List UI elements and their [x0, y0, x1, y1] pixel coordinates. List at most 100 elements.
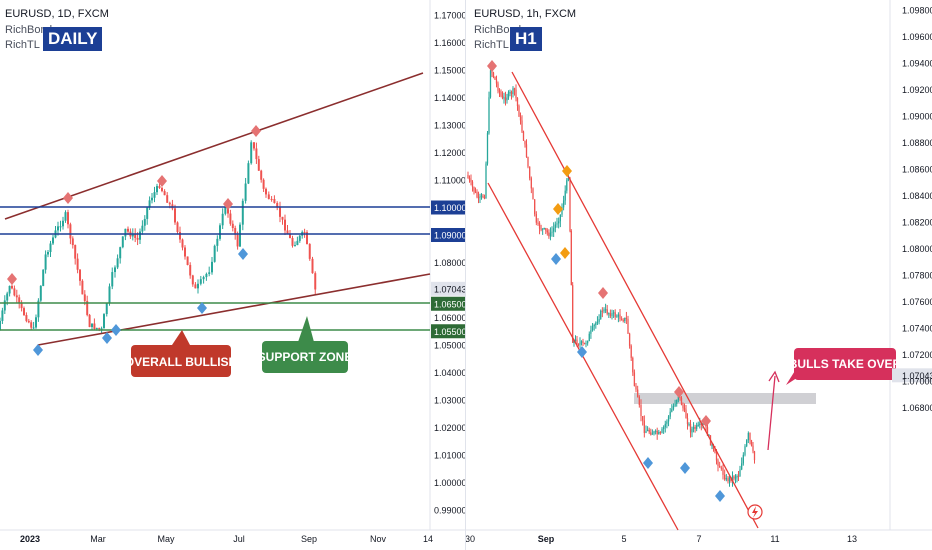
- candle: [746, 440, 748, 447]
- candle: [197, 283, 199, 289]
- candle: [276, 203, 279, 208]
- price-tick-label: 1.14000: [434, 93, 466, 103]
- candle: [527, 156, 529, 167]
- candle: [76, 258, 79, 270]
- candle: [501, 95, 504, 99]
- candle: [570, 231, 572, 286]
- candle: [717, 460, 719, 467]
- candle: [121, 236, 124, 248]
- daily-chart-svg[interactable]: OVERALL BULLISH SUPPORT ZONE 1.17000 1.16…: [0, 0, 466, 550]
- candle: [13, 288, 16, 296]
- candle: [579, 342, 581, 345]
- candle: [576, 339, 578, 345]
- candle: [627, 319, 629, 334]
- price-tick-label: 1.08200: [902, 218, 932, 228]
- candle: [86, 300, 89, 315]
- h1-chart-svg[interactable]: BULLS TAKE OVER 1.098001.096001.094001.0…: [466, 0, 932, 550]
- candle: [30, 322, 33, 328]
- candle: [540, 228, 542, 230]
- candle: [303, 231, 306, 233]
- candle: [530, 178, 532, 189]
- candle: [224, 206, 227, 214]
- candle: [630, 345, 632, 358]
- candle: [580, 341, 583, 343]
- h1-chart-panel[interactable]: BULLS TAKE OVER 1.09800 1.09600 1.09400 1.0…: [466, 0, 932, 550]
- candle: [281, 216, 284, 220]
- candle: [208, 272, 211, 274]
- candle: [273, 199, 276, 204]
- candle: [184, 247, 186, 257]
- candle: [236, 234, 239, 247]
- candle: [174, 208, 176, 223]
- candle: [744, 446, 746, 455]
- candle: [686, 418, 689, 425]
- candle: [659, 432, 662, 434]
- candle: [545, 228, 547, 231]
- candle: [683, 408, 686, 410]
- candle: [262, 179, 265, 189]
- support-zone-pointer: [298, 316, 314, 342]
- candle: [688, 423, 690, 425]
- signal-diamond: [157, 175, 167, 187]
- price-tick-label: 1.13000: [434, 121, 466, 131]
- candle: [553, 228, 555, 232]
- price-tick-label: 1.10000: [434, 203, 466, 213]
- daily-candles: [0, 140, 317, 334]
- daily-price-axis: 1.17000 1.16000 1.15000 1.14000 1.13000 1.120…: [431, 11, 466, 516]
- overall-bullish-label: OVERALL BULLISH: [125, 355, 237, 369]
- candle: [583, 342, 586, 344]
- candle: [585, 343, 587, 345]
- candle: [606, 309, 608, 314]
- candle: [486, 133, 489, 164]
- candle: [158, 186, 161, 188]
- candle: [161, 187, 163, 192]
- candle: [595, 322, 597, 325]
- candle: [314, 273, 317, 290]
- candle: [588, 333, 590, 342]
- candle: [669, 411, 671, 417]
- candle: [139, 231, 141, 240]
- candle: [294, 245, 296, 247]
- candle: [593, 324, 595, 327]
- signal-diamond: [223, 198, 233, 210]
- candle: [596, 321, 599, 323]
- candle: [211, 261, 213, 273]
- signal-diamond: [551, 253, 561, 265]
- time-tick-label: Jul: [233, 534, 245, 544]
- candle: [20, 302, 23, 309]
- candle: [37, 300, 40, 318]
- candle: [497, 83, 499, 91]
- time-tick-label: May: [157, 534, 175, 544]
- price-tick-label: 1.06800: [902, 403, 932, 413]
- candle: [546, 230, 548, 233]
- time-tick-label: 13: [847, 534, 857, 544]
- candle: [79, 269, 81, 281]
- price-tick-label: 0.99000: [434, 506, 466, 516]
- signal-diamond: [701, 415, 711, 427]
- candle: [677, 396, 680, 401]
- signal-diamond: [680, 462, 690, 474]
- candle: [143, 218, 146, 226]
- support-zone-label: SUPPORT ZONE: [258, 350, 353, 364]
- candle: [646, 429, 649, 431]
- candle: [752, 445, 754, 452]
- candle: [582, 341, 584, 343]
- candle: [697, 424, 699, 426]
- candle: [163, 191, 166, 196]
- candle: [498, 90, 501, 92]
- price-tick-label: 1.12000: [434, 148, 466, 158]
- candle: [600, 310, 602, 320]
- candle: [742, 454, 744, 464]
- daily-chart-panel[interactable]: OVERALL BULLISH SUPPORT ZONE 1.17000 1.16…: [0, 0, 466, 550]
- candle: [146, 207, 149, 219]
- price-badge: [892, 368, 932, 383]
- candle: [270, 198, 273, 200]
- time-tick-label: Sep: [538, 534, 555, 544]
- signal-diamond: [674, 386, 684, 398]
- candle: [642, 416, 644, 421]
- candle: [69, 224, 72, 239]
- candle: [712, 445, 715, 449]
- candle: [667, 416, 670, 422]
- candle: [296, 240, 299, 246]
- candle: [632, 357, 634, 373]
